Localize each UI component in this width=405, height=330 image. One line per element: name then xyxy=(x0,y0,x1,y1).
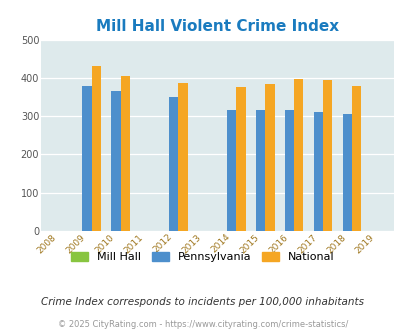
Bar xyxy=(92,66,100,231)
Bar xyxy=(256,111,264,231)
Bar xyxy=(120,76,130,231)
Bar xyxy=(226,111,236,231)
Bar xyxy=(169,97,178,231)
Bar xyxy=(82,86,92,231)
Title: Mill Hall Violent Crime Index: Mill Hall Violent Crime Index xyxy=(96,19,338,34)
Bar xyxy=(351,86,360,231)
Bar xyxy=(264,84,274,231)
Bar xyxy=(236,87,245,231)
Bar xyxy=(342,114,351,231)
Bar xyxy=(322,80,332,231)
Bar xyxy=(111,91,120,231)
Bar xyxy=(284,111,294,231)
Text: © 2025 CityRating.com - https://www.cityrating.com/crime-statistics/: © 2025 CityRating.com - https://www.city… xyxy=(58,319,347,329)
Legend: Mill Hall, Pennsylvania, National: Mill Hall, Pennsylvania, National xyxy=(67,248,338,267)
Text: Crime Index corresponds to incidents per 100,000 inhabitants: Crime Index corresponds to incidents per… xyxy=(41,297,364,307)
Bar xyxy=(294,79,303,231)
Bar xyxy=(178,83,187,231)
Bar xyxy=(313,112,322,231)
